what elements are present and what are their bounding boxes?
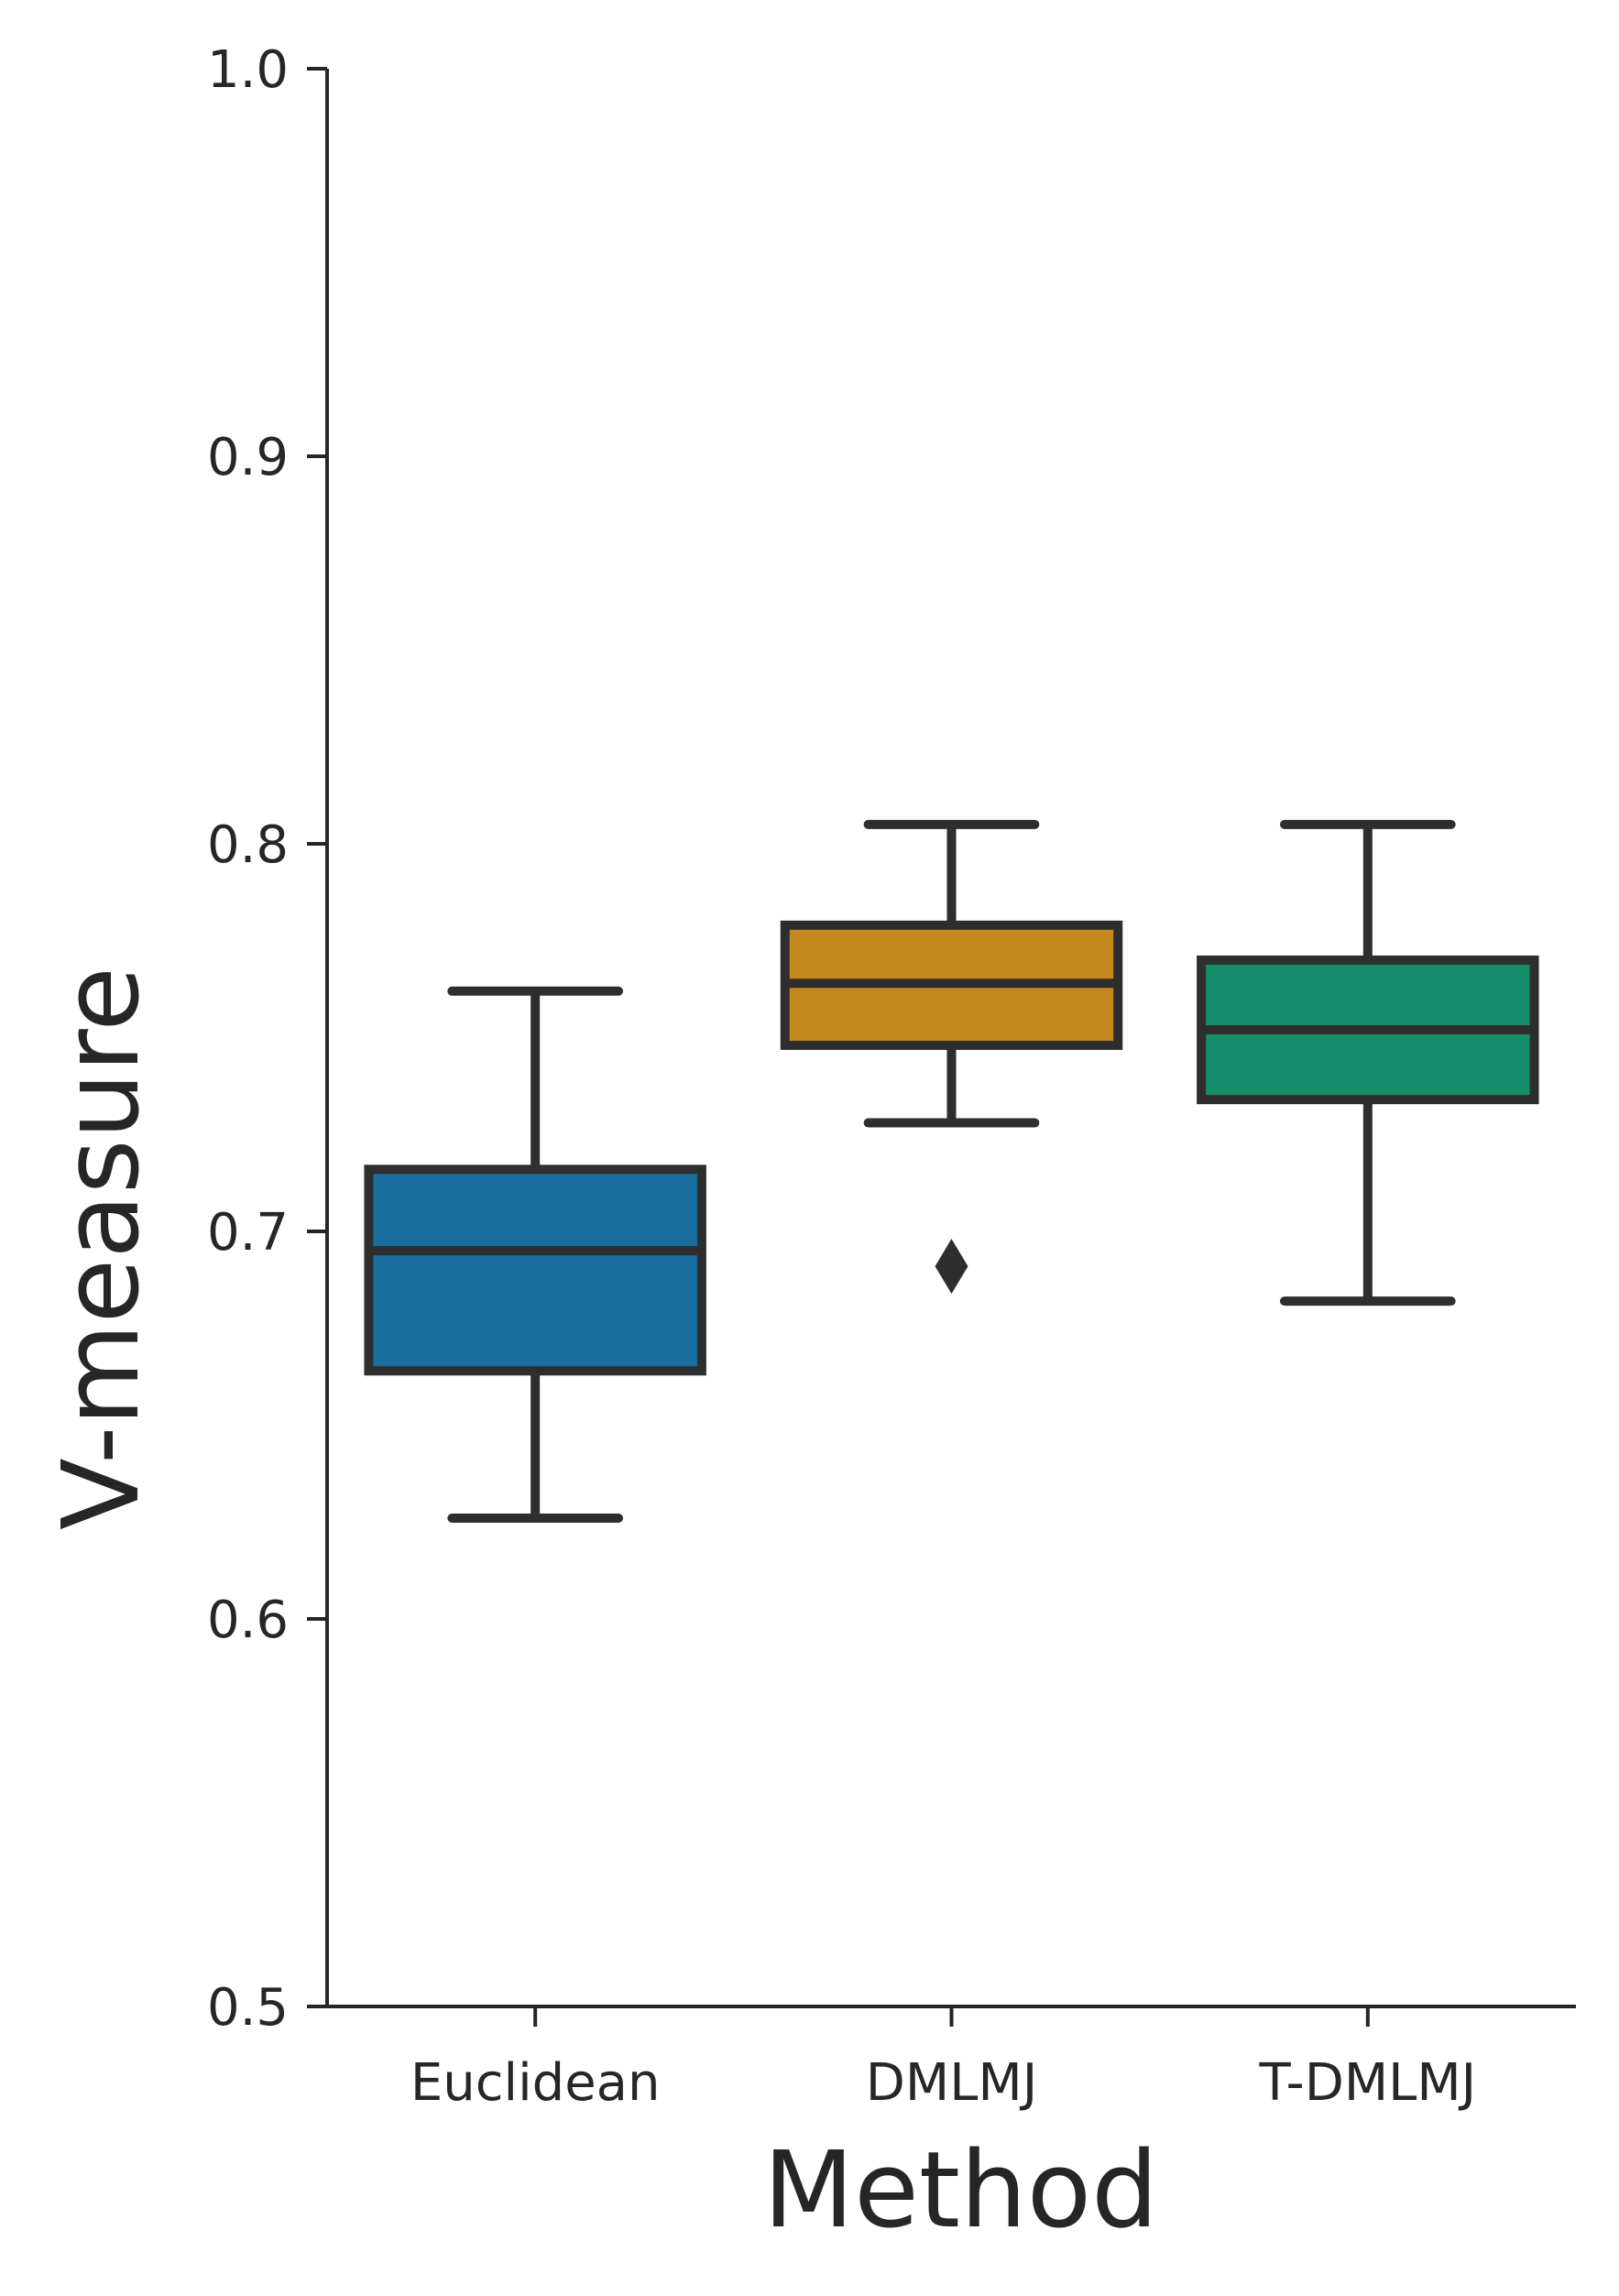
- box-euclidean: [364, 986, 706, 1524]
- iqr-box: [364, 1164, 706, 1376]
- y-tick-label: 1.0: [207, 40, 289, 100]
- x-ticks: Euclidean DMLMJ T-DMLMJ: [410, 2006, 1476, 2113]
- x-tick-label: T-DMLMJ: [1258, 2053, 1476, 2113]
- box-dmlmj: [780, 819, 1123, 1295]
- boxes: [364, 819, 1539, 1524]
- x-tick-label: Euclidean: [410, 2053, 661, 2113]
- x-axis-label: Method: [763, 2129, 1158, 2252]
- box-t-dmlmj: [1197, 819, 1539, 1307]
- y-tick-label: 0.7: [207, 1203, 289, 1263]
- y-tick-label: 0.9: [207, 428, 289, 487]
- x-tick-label: DMLMJ: [866, 2053, 1037, 2113]
- y-axis-label: V-measure: [40, 967, 163, 1530]
- y-tick-label: 0.6: [207, 1591, 289, 1650]
- y-tick-label: 0.5: [207, 1978, 289, 2038]
- outlier-point: [935, 1239, 968, 1295]
- y-tick-label: 0.8: [207, 815, 289, 875]
- y-ticks: 0.5 0.6 0.7 0.8 0.9 1.0: [207, 40, 327, 2038]
